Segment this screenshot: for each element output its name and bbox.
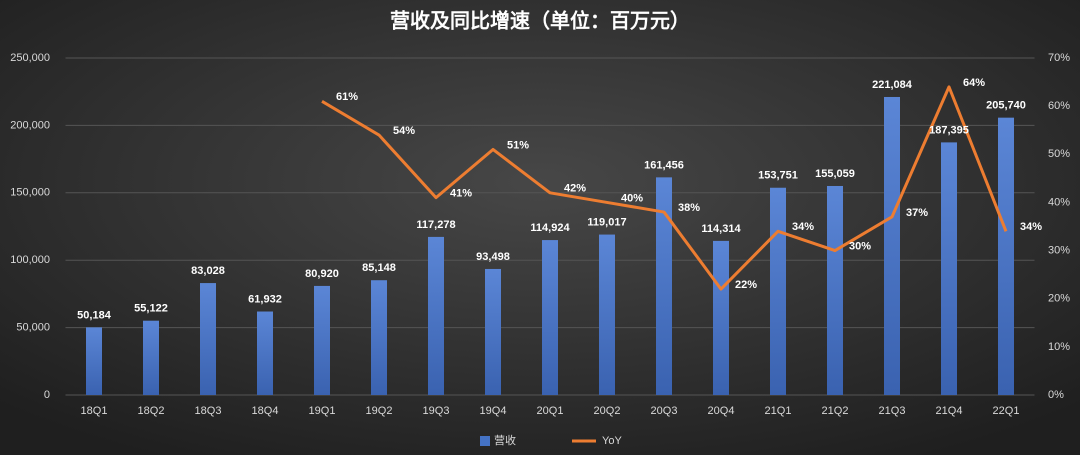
x-tick-label: 21Q2 xyxy=(822,405,849,417)
data-label: 41% xyxy=(450,188,472,200)
data-label: 161,456 xyxy=(644,159,684,171)
data-label: 30% xyxy=(849,240,871,252)
bar xyxy=(257,311,273,395)
x-tick-label: 22Q1 xyxy=(993,405,1020,417)
y-tick-label: 200,000 xyxy=(10,119,50,131)
bar xyxy=(143,320,159,395)
x-tick-label: 20Q4 xyxy=(708,405,735,417)
bar xyxy=(542,240,558,395)
bar xyxy=(428,236,444,395)
x-tick-label: 21Q1 xyxy=(765,405,792,417)
data-label: 83,028 xyxy=(191,265,225,277)
legend-swatch xyxy=(480,436,490,446)
x-tick-label: 20Q1 xyxy=(537,405,564,417)
data-label: 153,751 xyxy=(758,170,798,182)
bar xyxy=(998,117,1014,396)
data-label: 221,084 xyxy=(872,79,913,91)
y2-tick-label: 40% xyxy=(1048,196,1070,208)
bar xyxy=(770,187,786,395)
x-tick-label: 19Q1 xyxy=(309,405,336,417)
x-tick-label: 20Q3 xyxy=(651,405,678,417)
bar xyxy=(713,240,729,395)
data-label: 22% xyxy=(735,279,757,291)
y-tick-label: 250,000 xyxy=(10,52,50,64)
x-tick-label: 20Q2 xyxy=(594,405,621,417)
y2-tick-label: 0% xyxy=(1048,389,1064,401)
data-label: 64% xyxy=(963,77,985,89)
x-tick-label: 18Q2 xyxy=(138,405,165,417)
bar xyxy=(485,268,501,395)
data-label: 155,059 xyxy=(815,168,855,180)
x-tick-label: 19Q4 xyxy=(480,405,507,417)
data-label: 187,395 xyxy=(929,124,969,136)
x-tick-label: 18Q4 xyxy=(252,405,279,417)
data-label: 40% xyxy=(621,192,643,204)
data-label: 34% xyxy=(792,221,814,233)
data-label: 205,740 xyxy=(986,100,1026,112)
x-tick-label: 21Q3 xyxy=(879,405,906,417)
line xyxy=(321,85,1008,291)
data-label: 38% xyxy=(678,202,700,214)
y-tick-label: 100,000 xyxy=(10,254,50,266)
data-label: 54% xyxy=(393,125,415,137)
data-label: 55,122 xyxy=(134,303,168,315)
bar xyxy=(200,283,216,395)
legend-label: YoY xyxy=(602,435,622,447)
x-tick-label: 19Q2 xyxy=(366,405,393,417)
x-tick-label: 21Q4 xyxy=(936,405,963,417)
data-label: 42% xyxy=(564,183,586,195)
chart-title: 营收及同比增速（单位：百万元） xyxy=(390,8,690,32)
data-label: 61% xyxy=(336,91,358,103)
data-label: 37% xyxy=(906,207,928,219)
bar xyxy=(884,96,900,396)
bar xyxy=(656,177,672,395)
y-tick-label: 0 xyxy=(44,389,50,401)
bar xyxy=(599,234,615,395)
y2-tick-label: 30% xyxy=(1048,244,1070,256)
x-tick-label: 18Q1 xyxy=(81,405,108,417)
y2-tick-label: 50% xyxy=(1048,148,1070,160)
data-label: 50,184 xyxy=(77,309,112,321)
y2-tick-label: 10% xyxy=(1048,341,1070,353)
x-tick-label: 18Q3 xyxy=(195,405,222,417)
data-label: 114,924 xyxy=(530,222,570,234)
data-label: 51% xyxy=(507,139,529,151)
data-label: 61,932 xyxy=(248,293,282,305)
bar xyxy=(86,327,102,395)
y2-tick-label: 70% xyxy=(1048,52,1070,64)
bar xyxy=(827,185,843,395)
data-label: 85,148 xyxy=(362,262,396,274)
data-label: 114,314 xyxy=(701,223,741,235)
legend-label: 营收 xyxy=(494,433,516,447)
data-label: 80,920 xyxy=(305,268,339,280)
data-label: 117,278 xyxy=(416,219,455,231)
data-label: 119,017 xyxy=(587,216,626,228)
data-label: 34% xyxy=(1020,221,1042,233)
bar xyxy=(941,142,957,395)
y2-tick-label: 60% xyxy=(1048,100,1070,112)
y-tick-label: 50,000 xyxy=(16,322,50,334)
y2-tick-label: 20% xyxy=(1048,293,1070,305)
bar xyxy=(371,280,387,395)
bar xyxy=(314,285,330,395)
x-tick-label: 19Q3 xyxy=(423,405,450,417)
y-tick-label: 150,000 xyxy=(10,187,50,199)
data-label: 93,498 xyxy=(476,251,510,263)
